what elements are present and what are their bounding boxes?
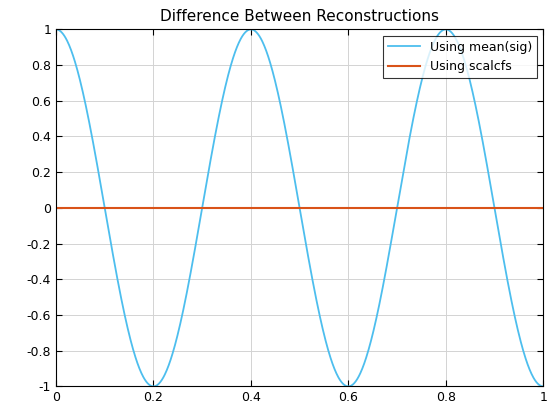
Using scalcfs xyxy=(432,205,439,210)
Using mean(sig) xyxy=(540,384,547,389)
Using scalcfs xyxy=(387,205,394,210)
Using scalcfs xyxy=(267,205,274,210)
Using mean(sig) xyxy=(102,211,109,216)
Using mean(sig) xyxy=(432,36,439,41)
Using mean(sig) xyxy=(250,27,256,32)
Using scalcfs xyxy=(250,205,256,210)
Using mean(sig) xyxy=(441,27,448,32)
Using mean(sig) xyxy=(387,242,394,247)
Using mean(sig) xyxy=(267,62,274,67)
Legend: Using mean(sig), Using scalcfs: Using mean(sig), Using scalcfs xyxy=(384,36,537,78)
Line: Using mean(sig): Using mean(sig) xyxy=(56,29,543,386)
Using scalcfs xyxy=(53,205,59,210)
Using mean(sig) xyxy=(53,27,59,32)
Using scalcfs xyxy=(540,205,547,210)
Using scalcfs xyxy=(102,205,109,210)
Using scalcfs xyxy=(441,205,448,210)
Title: Difference Between Reconstructions: Difference Between Reconstructions xyxy=(160,9,439,24)
